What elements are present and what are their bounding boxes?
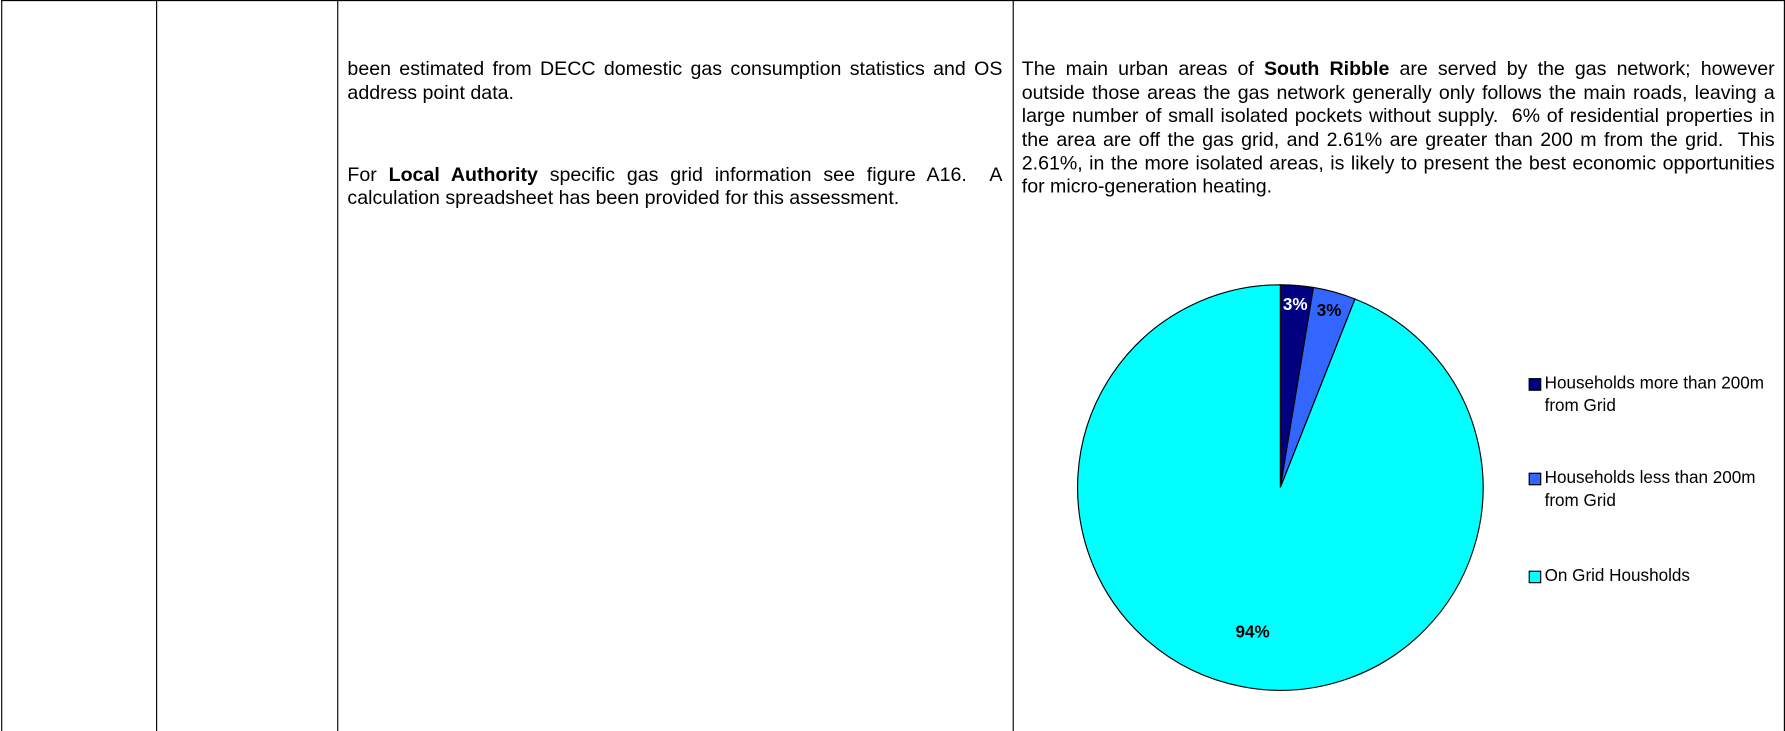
legend-label: Households less than 200m from Grid (1544, 468, 1756, 511)
legend-swatch (1528, 472, 1542, 486)
cell-text: The main urban areas of South Ribble are… (1022, 10, 1775, 256)
legend-swatch (1528, 570, 1542, 584)
bold-text: South Ribble (1263, 57, 1390, 80)
pie-slice (1077, 284, 1484, 691)
legend-item: Households less than 200m from Grid (1528, 467, 1769, 513)
paragraph: For Local Authority specific gas grid in… (347, 162, 1002, 209)
table-border (1012, 0, 1014, 731)
legend-label: On Grid Housholds (1544, 566, 1690, 586)
text: specific gas grid information see figure… (347, 162, 1008, 209)
paragraph: The main urban areas of South Ribble are… (1022, 57, 1775, 198)
table-border (156, 0, 158, 731)
paragraph: been estimated from DECC domestic gas co… (347, 57, 1002, 104)
legend-item: Households more than 200m from Grid (1528, 372, 1769, 418)
text: are served by the gas network; however o… (1021, 57, 1781, 198)
legend-label: Households more than 200m from Grid (1544, 373, 1765, 416)
table-border (1, 0, 3, 731)
table-border (1, 0, 1785, 2)
table-border (337, 0, 339, 731)
bold-text: Local Authority (388, 162, 538, 186)
text: The main urban areas of (1021, 57, 1264, 80)
table-border (1783, 0, 1785, 731)
legend-item: On Grid Housholds (1528, 565, 1769, 588)
text: For (347, 162, 389, 186)
text: been estimated from DECC domestic gas co… (347, 57, 1008, 104)
data-label: 94% (1236, 622, 1270, 641)
data-label: 3% (1283, 295, 1308, 314)
legend-swatch (1528, 378, 1542, 391)
data-label: 3% (1317, 301, 1342, 320)
cell-text: been estimated from DECC domestic gas co… (347, 10, 1002, 267)
